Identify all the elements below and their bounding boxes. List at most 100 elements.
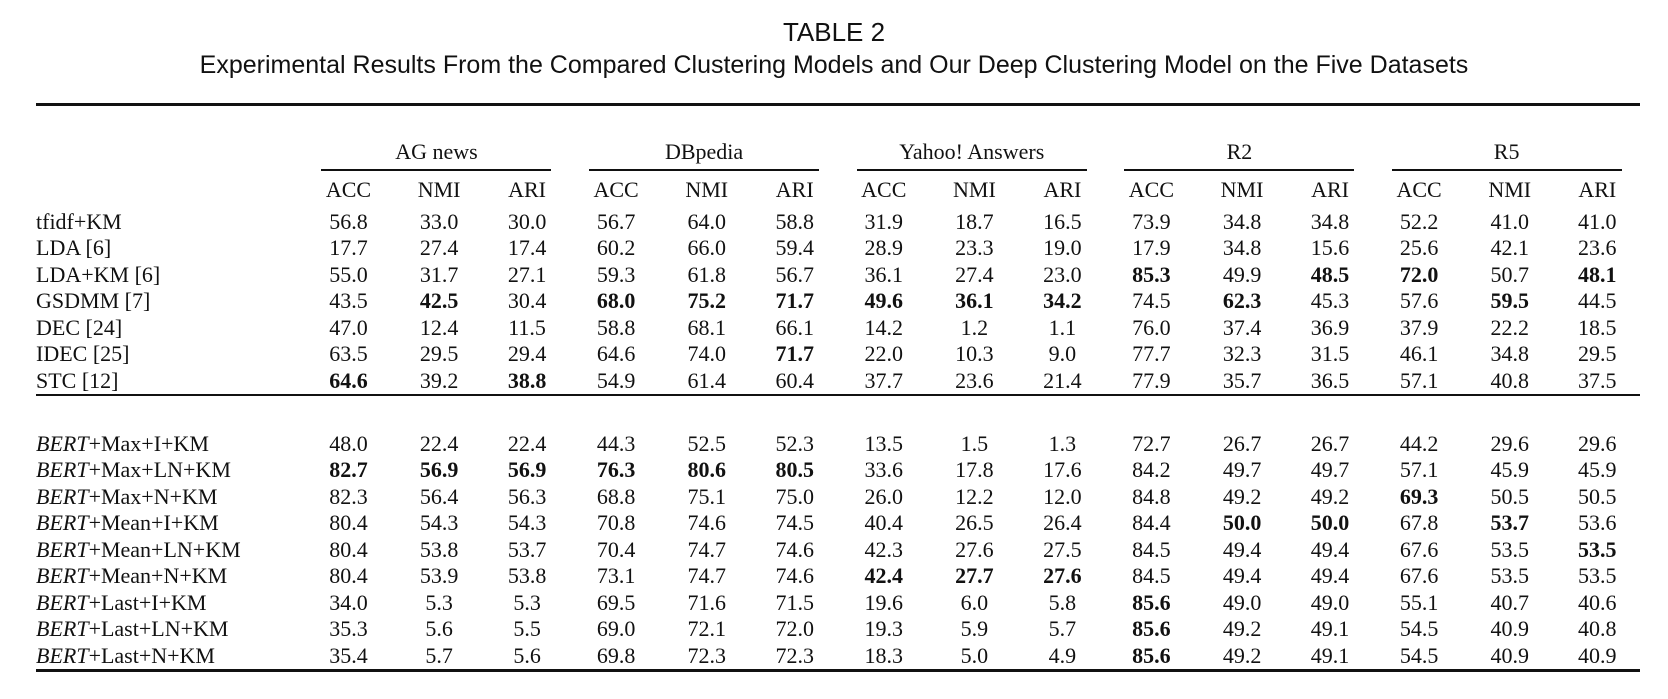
metric-value: 80.6 [687, 457, 727, 483]
results-table: AG news DBpedia Yahoo! Answers R2 R5 ACC… [36, 103, 1640, 699]
metric-value: 50.7 [1490, 261, 1529, 287]
metric-header-ari: ARI [508, 176, 547, 202]
metric-header-acc: ACC [1396, 176, 1442, 202]
metric-value: 48.5 [1310, 261, 1350, 287]
metric-value: 36.5 [1310, 367, 1350, 393]
metric-value: 5.6 [513, 642, 541, 668]
metric-value: 45.9 [1490, 457, 1529, 483]
baseline-section: tfidf+KM 56.8 33.0 30.0 56.7 64.0 58.8 31.9 18.7… [36, 209, 1640, 396]
metric-value: 45.9 [1578, 457, 1617, 483]
metric-value: 68.1 [687, 314, 727, 340]
metric-value: 74.6 [775, 536, 814, 562]
metric-value: 26.4 [1043, 510, 1082, 536]
table-row: LDA+KM [6] 55.0 31.7 27.1 59.3 61.8 56.7 36.1 27… [36, 262, 1640, 289]
metric-value: 72.0 [1399, 261, 1439, 287]
metric-value: 49.4 [1222, 563, 1262, 589]
metric-value: 80.4 [329, 563, 368, 589]
metric-value: 49.1 [1310, 616, 1350, 642]
metric-value: 68.0 [596, 288, 636, 314]
metric-value: 18.5 [1578, 314, 1617, 340]
metric-value: 84.2 [1132, 457, 1171, 483]
metric-value: 6.0 [960, 589, 989, 615]
metric-value: 67.6 [1399, 563, 1439, 589]
metric-value: 64.6 [596, 341, 636, 367]
metric-value: 50.0 [1222, 510, 1262, 536]
table-row: IDEC [25] 63.5 29.5 29.4 64.6 74.0 71.7 22.0 10.… [36, 341, 1640, 368]
metric-value: 53.5 [1490, 536, 1529, 562]
metric-header-nmi: NMI [953, 176, 996, 202]
metric-value: 33.0 [419, 208, 459, 234]
metric-value: 42.5 [419, 288, 459, 314]
metric-value: 49.7 [1222, 457, 1262, 483]
metric-value: 15.6 [1310, 235, 1350, 261]
metric-value: 40.9 [1578, 642, 1617, 668]
metric-header-nmi: NMI [1220, 176, 1264, 202]
metric-value: 42.1 [1490, 235, 1529, 261]
metric-header-nmi: NMI [1488, 176, 1532, 202]
metric-value: 19.0 [1043, 235, 1082, 261]
metric-header-ari: ARI [775, 176, 814, 202]
metric-value: 53.8 [419, 536, 459, 562]
metric-value: 72.3 [687, 642, 727, 668]
metric-value: 17.9 [1132, 235, 1171, 261]
table-row: BERT+Max+LN+KM 82.7 56.9 56.9 76.3 80.6 80.5 33… [36, 457, 1640, 484]
metric-value: 71.5 [775, 589, 814, 615]
metric-value: 17.6 [1043, 457, 1082, 483]
metric-value: 57.1 [1399, 367, 1439, 393]
method-name: IDEC [25] [36, 341, 130, 367]
metric-value: 5.0 [960, 642, 989, 668]
dataset-header-r5: R5 [1373, 133, 1640, 171]
metric-value: 42.4 [864, 563, 904, 589]
table-row: BERT+Mean+N+KM 80.4 53.9 53.8 73.1 74.7 74.6 42… [36, 563, 1640, 590]
metric-value: 14.2 [864, 314, 904, 340]
section-divider [36, 394, 1640, 423]
method-name: BERT+Last+N+KM [36, 643, 303, 671]
metric-value: 22.2 [1490, 314, 1529, 340]
table-row: BERT+Last+N+KM 35.4 5.7 5.6 69.8 72.3 72.3 18.3… [36, 643, 1640, 671]
metric-value: 5.7 [425, 642, 453, 668]
metric-header-ari: ARI [1578, 176, 1617, 202]
method-name: LDA+KM [6] [36, 261, 161, 287]
metric-value: 23.0 [1043, 261, 1082, 287]
method-name: GSDMM [7] [36, 288, 151, 314]
metric-value: 57.1 [1399, 457, 1439, 483]
metric-value: 61.4 [687, 367, 727, 393]
metric-value: 54.3 [419, 510, 459, 536]
metric-value: 58.8 [775, 208, 814, 234]
metric-value: 10.3 [955, 341, 994, 367]
metric-value: 72.1 [687, 616, 727, 642]
metric-value: 84.5 [1132, 536, 1171, 562]
metric-value: 34.8 [1490, 341, 1529, 367]
metric-value: 46.1 [1399, 341, 1439, 367]
metric-value: 53.6 [1578, 510, 1617, 536]
metric-value: 42.3 [864, 536, 904, 562]
metric-value: 69.3 [1399, 483, 1439, 509]
metric-value: 71.7 [775, 341, 814, 367]
model-name-prefix: BERT [36, 563, 89, 589]
metric-value: 31.5 [1310, 341, 1350, 367]
metric-value: 72.3 [775, 642, 814, 668]
method-name: BERT+Mean+N+KM [36, 563, 303, 590]
metric-value: 49.6 [864, 288, 904, 314]
metric-value: 73.1 [596, 563, 636, 589]
metric-value: 1.5 [960, 430, 989, 456]
metric-value: 40.4 [864, 510, 904, 536]
table-row: GSDMM [7] 43.5 42.5 30.4 68.0 75.2 71.7 49.6 36.… [36, 288, 1640, 315]
metric-value: 49.2 [1222, 483, 1262, 509]
metric-value: 37.9 [1399, 314, 1439, 340]
metric-value: 19.6 [864, 589, 904, 615]
metric-value: 74.0 [687, 341, 727, 367]
metric-value: 5.3 [513, 589, 541, 615]
metric-value: 29.5 [419, 341, 459, 367]
metric-value: 5.3 [425, 589, 453, 615]
metric-value: 80.5 [775, 457, 814, 483]
bottom-rule [36, 669, 1640, 699]
metric-value: 68.8 [596, 483, 636, 509]
metric-value: 60.2 [596, 235, 636, 261]
metric-value: 17.8 [955, 457, 994, 483]
metric-value: 50.5 [1490, 483, 1529, 509]
method-name: BERT+Max+I+KM [36, 431, 303, 458]
metric-value: 37.7 [864, 367, 904, 393]
table-row: BERT+Last+I+KM 34.0 5.3 5.3 69.5 71.6 71.5 19.6… [36, 590, 1640, 617]
section-spacer [36, 423, 1640, 431]
